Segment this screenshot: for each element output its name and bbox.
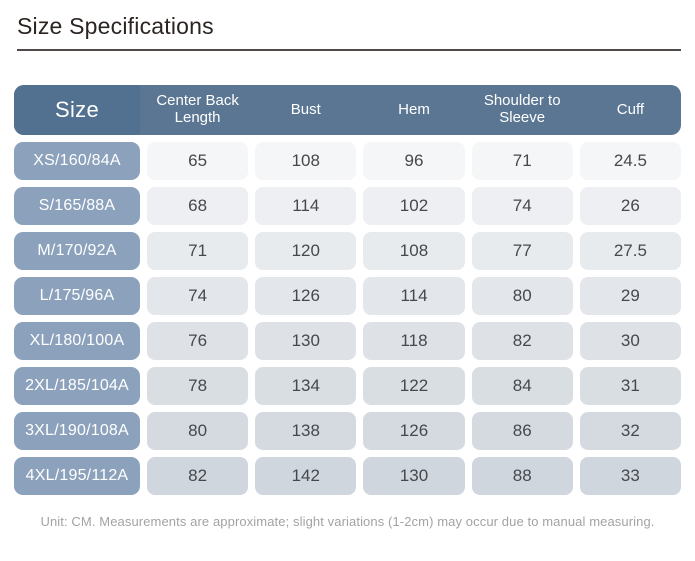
measurement-cell: 102 xyxy=(363,187,465,225)
size-label-cell: 2XL/185/104A xyxy=(14,367,140,405)
header-cell-bust: Bust xyxy=(290,100,321,118)
measurement-cell: 77 xyxy=(471,232,573,270)
size-label-cell: L/175/96A xyxy=(14,277,140,315)
measurement-cell: 86 xyxy=(471,412,573,450)
title-divider xyxy=(17,49,681,51)
size-label-cell: XL/180/100A xyxy=(14,322,140,360)
measurement-cell: 32 xyxy=(579,412,681,450)
table-body: XS/160/84A 65 108 96 71 24.5 S/165/88A 6… xyxy=(14,142,681,495)
measurement-cell: 78 xyxy=(147,367,249,405)
measurement-cell: 30 xyxy=(579,322,681,360)
measurement-cell: 138 xyxy=(255,412,357,450)
size-label-cell: M/170/92A xyxy=(14,232,140,270)
measurement-cell: 26 xyxy=(579,187,681,225)
size-table: Size Center Back Length Bust Hem Shoulde… xyxy=(14,85,681,495)
measurement-cell: 114 xyxy=(363,277,465,315)
table-row: XS/160/84A 65 108 96 71 24.5 xyxy=(14,142,681,180)
table-row: S/165/88A 68 114 102 74 26 xyxy=(14,187,681,225)
measurement-cell: 108 xyxy=(363,232,465,270)
measurement-cell: 108 xyxy=(255,142,357,180)
measurement-cell: 27.5 xyxy=(579,232,681,270)
size-label-cell: 3XL/190/108A xyxy=(14,412,140,450)
header-cell-cuff: Cuff xyxy=(616,100,645,118)
measurement-cell: 31 xyxy=(579,367,681,405)
header-cell-size: Size xyxy=(14,85,140,135)
table-row: L/175/96A 74 126 114 80 29 xyxy=(14,277,681,315)
measurement-cell: 24.5 xyxy=(579,142,681,180)
size-chart-panel: Size Specifications Size Center Back Len… xyxy=(0,13,695,529)
page-title: Size Specifications xyxy=(17,13,214,39)
table-row: M/170/92A 71 120 108 77 27.5 xyxy=(14,232,681,270)
table-row: 3XL/190/108A 80 138 126 86 32 xyxy=(14,412,681,450)
header-cell-hem: Hem xyxy=(398,100,430,118)
size-label-cell: 4XL/195/112A xyxy=(14,457,140,495)
header-cell-shoulder-sleeve: Shoulder to Sleeve xyxy=(483,92,561,126)
measurement-cell: 142 xyxy=(255,457,357,495)
measurement-cell: 71 xyxy=(471,142,573,180)
header-cell-center-back: Center Back Length xyxy=(156,92,239,126)
measurement-cell: 114 xyxy=(255,187,357,225)
size-label-cell: S/165/88A xyxy=(14,187,140,225)
measurement-cell: 126 xyxy=(363,412,465,450)
measurement-cell: 80 xyxy=(471,277,573,315)
measurement-cell: 126 xyxy=(255,277,357,315)
measurement-cell: 96 xyxy=(363,142,465,180)
measurement-cell: 120 xyxy=(255,232,357,270)
measurement-cell: 65 xyxy=(147,142,249,180)
measurement-cell: 74 xyxy=(471,187,573,225)
measurement-cell: 82 xyxy=(471,322,573,360)
measurement-cell: 80 xyxy=(147,412,249,450)
measurement-cell: 71 xyxy=(147,232,249,270)
measurement-cell: 74 xyxy=(147,277,249,315)
measurement-cell: 76 xyxy=(147,322,249,360)
measurement-cell: 88 xyxy=(471,457,573,495)
unit-footnote: Unit: CM. Measurements are approximate; … xyxy=(40,514,655,529)
measurement-cell: 68 xyxy=(147,187,249,225)
measurement-cell: 84 xyxy=(471,367,573,405)
measurement-cell: 118 xyxy=(363,322,465,360)
measurement-cell: 134 xyxy=(255,367,357,405)
table-row: XL/180/100A 76 130 118 82 30 xyxy=(14,322,681,360)
measurement-cell: 122 xyxy=(363,367,465,405)
table-row: 4XL/195/112A 82 142 130 88 33 xyxy=(14,457,681,495)
measurement-cell: 33 xyxy=(579,457,681,495)
table-row: 2XL/185/104A 78 134 122 84 31 xyxy=(14,367,681,405)
measurement-cell: 130 xyxy=(363,457,465,495)
measurement-cell: 82 xyxy=(147,457,249,495)
table-header-row: Size Center Back Length Bust Hem Shoulde… xyxy=(14,85,681,135)
measurement-cell: 130 xyxy=(255,322,357,360)
size-label-cell: XS/160/84A xyxy=(14,142,140,180)
measurement-cell: 29 xyxy=(579,277,681,315)
